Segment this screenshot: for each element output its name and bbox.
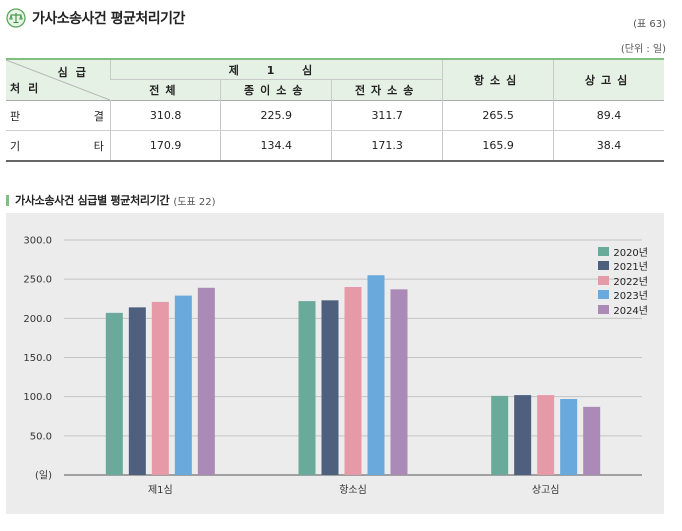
chart-legend: 2020년 2021년 2022년 2023년 2024년 bbox=[598, 244, 648, 317]
figure-number: (도표 22) bbox=[173, 196, 216, 208]
bar-2024년-제1심 bbox=[197, 287, 215, 475]
table-cell: 170.9 bbox=[109, 130, 221, 162]
legend-item: 2021년 bbox=[598, 259, 648, 274]
bar-2020년-상고심 bbox=[491, 395, 509, 475]
corner-top-label: 심급 bbox=[57, 66, 94, 79]
bar-2022년-항소심 bbox=[344, 287, 362, 475]
y-tick-label: 200.0 bbox=[23, 314, 52, 325]
header-electronic: 전자소송 bbox=[331, 79, 443, 101]
bar-2024년-항소심 bbox=[390, 289, 408, 475]
y-tick-label: 300.0 bbox=[23, 236, 52, 247]
chart-panel: 300.0 250.0 200.0 150.0 100.0 50.0 (일) 제1심 항소심 상고… bbox=[6, 213, 664, 514]
header-first-instance: 제 1 심 bbox=[109, 58, 443, 80]
corner-diagonal bbox=[6, 60, 110, 100]
legend-label: 2022년 bbox=[613, 276, 648, 288]
x-tick-label: 제1심 bbox=[148, 484, 173, 496]
bar-2021년-항소심 bbox=[321, 300, 339, 475]
table-cell: 225.9 bbox=[220, 100, 332, 131]
row-label-left: 판 bbox=[10, 109, 21, 123]
legend-label: 2021년 bbox=[613, 262, 648, 274]
section-header: 가사소송사건 평균처리기간 bbox=[6, 7, 185, 29]
bar-2023년-항소심 bbox=[367, 275, 385, 475]
table-cell: 265.5 bbox=[442, 100, 554, 131]
scales-of-justice-icon bbox=[6, 8, 26, 28]
legend-swatch bbox=[598, 304, 610, 314]
bar-chart: 300.0 250.0 200.0 150.0 100.0 50.0 (일) 제1심 항소심 상고… bbox=[23, 236, 642, 496]
legend-swatch bbox=[598, 275, 610, 285]
unit-label: (단위 : 일) bbox=[620, 44, 666, 55]
heading-marker bbox=[6, 194, 9, 206]
y-tick-label: 150.0 bbox=[23, 353, 52, 364]
table-corner-header: 심급 처리 bbox=[6, 58, 111, 101]
legend-item: 2024년 bbox=[598, 302, 648, 317]
bar-2021년-상고심 bbox=[514, 395, 532, 475]
table-cell: 311.7 bbox=[331, 100, 443, 131]
y-tick-label: 100.0 bbox=[23, 392, 52, 403]
legend-swatch bbox=[598, 290, 610, 300]
legend-item: 2022년 bbox=[598, 273, 648, 288]
header-supreme: 상고심 bbox=[553, 58, 664, 101]
row-label-right: 결 bbox=[93, 109, 104, 123]
bar-2022년-상고심 bbox=[537, 395, 555, 475]
chart-title: 가사소송사건 심급별 평균처리기간 bbox=[15, 194, 170, 207]
bar-2020년-항소심 bbox=[298, 301, 316, 475]
x-tick-label: 항소심 bbox=[339, 484, 367, 496]
bar-2020년-제1심 bbox=[105, 312, 123, 475]
y-tick-label: (일) bbox=[35, 470, 52, 482]
table-number: (표 63) bbox=[633, 19, 666, 30]
y-tick-label: 250.0 bbox=[23, 275, 52, 286]
bar-2021년-제1심 bbox=[128, 307, 146, 475]
legend-swatch bbox=[598, 261, 610, 271]
bar-2024년-상고심 bbox=[583, 406, 601, 475]
legend-label: 2024년 bbox=[613, 305, 648, 317]
table-cell: 165.9 bbox=[442, 130, 554, 162]
row-label-left: 기 bbox=[10, 139, 21, 153]
legend-label: 2020년 bbox=[613, 247, 648, 259]
legend-swatch bbox=[598, 246, 610, 256]
legend-label: 2023년 bbox=[613, 291, 648, 303]
bar-2023년-제1심 bbox=[174, 295, 192, 475]
table-cell: 171.3 bbox=[331, 130, 443, 162]
corner-bottom-label: 처리 bbox=[10, 82, 47, 95]
chart-heading: 가사소송사건 심급별 평균처리기간 (도표 22) bbox=[6, 192, 215, 208]
bar-2023년-상고심 bbox=[560, 399, 578, 475]
table-cell: 134.4 bbox=[220, 130, 332, 162]
legend-item: 2023년 bbox=[598, 288, 648, 303]
header-total: 전체 bbox=[110, 79, 221, 101]
y-tick-label: 50.0 bbox=[30, 431, 52, 442]
header-paper: 종이소송 bbox=[220, 79, 332, 101]
table-cell: 38.4 bbox=[553, 130, 664, 162]
header-appeal: 항소심 bbox=[442, 58, 554, 101]
legend-item: 2020년 bbox=[598, 244, 648, 259]
table-cell: 89.4 bbox=[553, 100, 664, 131]
page-title: 가사소송사건 평균처리기간 bbox=[32, 11, 185, 27]
row-label-right: 타 bbox=[93, 139, 104, 153]
bar-2022년-제1심 bbox=[151, 301, 169, 475]
table-cell: 310.8 bbox=[109, 100, 221, 131]
x-tick-label: 상고심 bbox=[532, 484, 560, 496]
